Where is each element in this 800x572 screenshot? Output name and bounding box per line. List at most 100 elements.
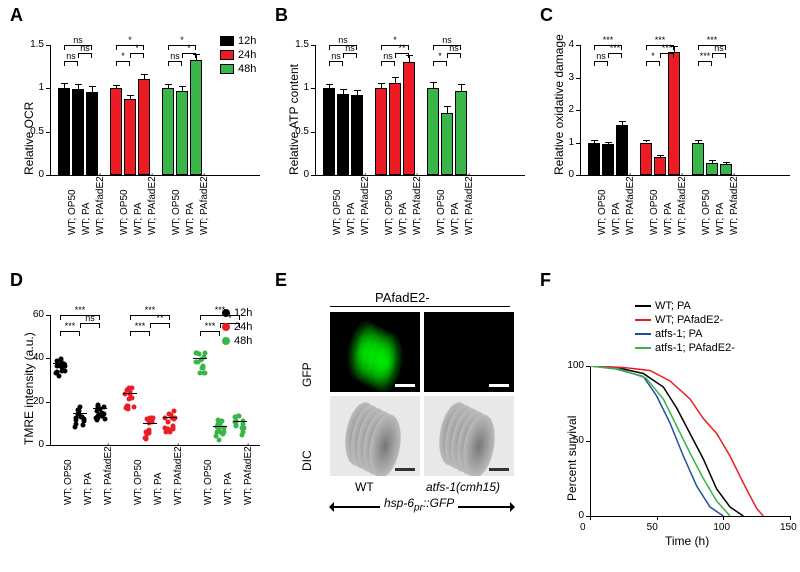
x-tick-label: WT; OP50 — [63, 459, 74, 505]
x-tick-label: WT; PAfadE2- — [95, 173, 106, 235]
scatter-point — [144, 430, 149, 435]
x-tick-label: WT; OP50 — [597, 189, 608, 235]
scatter-point — [59, 357, 64, 362]
error-bar — [64, 84, 65, 88]
panelA-chart: 00.511.5Relative OCRnsnsns***ns**WT; OP5… — [10, 15, 270, 245]
sig-label: *** — [65, 321, 76, 331]
legend-dot — [222, 323, 230, 331]
sig-label: *** — [75, 305, 86, 315]
sig-label: ns — [596, 51, 606, 61]
legend-item: WT; PA — [635, 300, 691, 312]
legend-item: atfs-1; PAfadE2- — [635, 342, 735, 354]
x-tick-label: WT; PA — [83, 472, 94, 505]
legend-label: atfs-1; PAfadE2- — [655, 342, 735, 354]
error-bar — [461, 85, 462, 91]
sig-bracket — [698, 45, 726, 46]
legend-item: 48h — [220, 63, 256, 75]
x-tick-label: WT; PA — [153, 472, 164, 505]
scatter-point — [196, 352, 201, 357]
sig-bracket — [130, 53, 144, 54]
x-tick-label: WT; OP50 — [67, 189, 78, 235]
scatter-point — [73, 418, 78, 423]
sig-bracket — [395, 53, 409, 54]
x-tick-label: WT; OP50 — [203, 459, 214, 505]
sig-label: * — [128, 35, 132, 45]
sig-bracket — [80, 323, 100, 324]
sig-label: ns — [338, 35, 348, 45]
survival-svg — [590, 366, 790, 516]
legend-label: 12h — [238, 35, 256, 47]
bar — [441, 113, 453, 175]
bar — [403, 62, 415, 175]
bar — [176, 91, 188, 175]
sig-bracket — [447, 53, 461, 54]
legend-label: 48h — [238, 63, 256, 75]
y-axis-label: Percent survival — [565, 416, 579, 501]
sig-label: * — [393, 35, 397, 45]
bar — [351, 95, 363, 175]
x-tick-label: WT; OP50 — [332, 189, 343, 235]
x-tick: 50 — [647, 522, 658, 533]
legend-label: 12h — [234, 307, 252, 319]
error-bar — [144, 75, 145, 78]
x-tick-label: WT; PA — [133, 202, 144, 235]
bar — [337, 94, 349, 175]
sig-bracket — [78, 53, 92, 54]
sig-bracket — [712, 53, 726, 54]
sig-label: ns — [383, 51, 393, 61]
sig-bracket — [698, 61, 712, 62]
sig-label: * — [121, 51, 125, 61]
legend-swatch — [220, 64, 234, 74]
panelB-chart: 00.511.5Relative ATP contentnsnsnsns****… — [275, 15, 535, 245]
error-bar — [343, 90, 344, 94]
x-tick-label: WT; PAfadE2- — [625, 173, 636, 235]
survival-line — [590, 366, 723, 516]
scatter-point — [235, 413, 240, 418]
x-tick: 100 — [713, 522, 730, 533]
scatter-point — [132, 405, 137, 410]
sig-bracket — [168, 61, 182, 62]
x-tick: 0 — [580, 522, 586, 533]
bar — [588, 143, 600, 176]
bar — [375, 88, 387, 175]
x-tick-label: WT; PAfadE2- — [360, 173, 371, 235]
x-tick-label: WT; OP50 — [436, 189, 447, 235]
sig-bracket — [329, 61, 343, 62]
scatter-point — [166, 419, 171, 424]
sig-bracket — [594, 45, 622, 46]
scatter-point — [202, 350, 207, 355]
panelE-row-label: DIC — [300, 450, 314, 471]
scatter-point — [145, 417, 150, 422]
x-tick: 150 — [780, 522, 797, 533]
error-bar — [698, 141, 699, 143]
sig-bracket — [130, 315, 170, 316]
x-tick-label: WT; PAfadE2- — [729, 173, 740, 235]
sig-bracket — [200, 331, 220, 332]
scatter-point — [166, 411, 171, 416]
x-tick-label: WT; PA — [450, 202, 461, 235]
error-bar — [168, 85, 169, 88]
panelE-col-label: atfs-1(cmh15) — [426, 480, 500, 494]
bar — [86, 92, 98, 175]
y-axis-label: Relative oxidative damage — [552, 34, 566, 175]
sig-label: * — [180, 35, 184, 45]
scatter-point — [233, 423, 238, 428]
sig-bracket — [182, 53, 196, 54]
y-tick: 0 — [562, 510, 584, 521]
x-tick-label: WT; PAfadE2- — [464, 173, 475, 235]
y-tick: 1.5 — [22, 39, 44, 50]
error-bar — [712, 161, 713, 162]
bar — [323, 88, 335, 175]
x-tick-label: WT; PAfadE2- — [677, 173, 688, 235]
panel-label-F: F — [540, 270, 551, 291]
legend-label: WT; PAfadE2- — [655, 314, 723, 326]
sig-label: *** — [205, 321, 216, 331]
scatter-point — [81, 422, 86, 427]
panelD-chart: 0204060TMRE intensity (a.u.)***ns*******… — [10, 285, 270, 535]
legend-item: 24h — [220, 49, 256, 61]
sig-bracket — [64, 61, 78, 62]
scale-bar — [395, 468, 415, 471]
x-tick-label: WT; PA — [398, 202, 409, 235]
error-bar — [608, 143, 609, 145]
bar — [162, 88, 174, 175]
